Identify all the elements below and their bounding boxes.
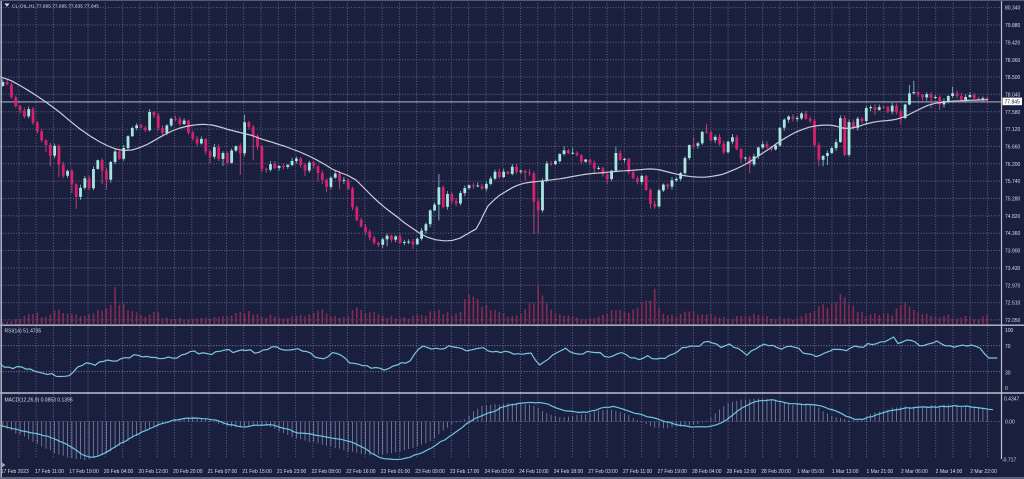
svg-text:73.900: 73.900	[1005, 249, 1021, 255]
svg-text:74.820: 74.820	[1005, 214, 1021, 220]
svg-text:0.4347: 0.4347	[1004, 397, 1020, 403]
svg-text:77.845: 77.845	[1005, 100, 1021, 106]
svg-text:70: 70	[1005, 344, 1011, 350]
svg-text:23 Feb 09:00: 23 Feb 09:00	[415, 469, 445, 475]
svg-text:27 Feb 11:00: 27 Feb 11:00	[623, 469, 652, 475]
svg-text:78.960: 78.960	[1005, 58, 1021, 64]
svg-text:20 Feb 12:00: 20 Feb 12:00	[138, 469, 168, 475]
svg-text:21 Feb 23:00: 21 Feb 23:00	[277, 469, 307, 475]
svg-text:1 Mar 13:00: 1 Mar 13:00	[832, 469, 859, 475]
svg-text:74.360: 74.360	[1005, 231, 1021, 237]
svg-text:0.00: 0.00	[1005, 420, 1015, 426]
svg-text:24 Feb 10:00: 24 Feb 10:00	[519, 469, 549, 475]
svg-text:17 Feb 11:00: 17 Feb 11:00	[35, 469, 64, 475]
svg-text:2 Mar 06:00: 2 Mar 06:00	[901, 469, 928, 475]
svg-text:28 Feb 12:00: 28 Feb 12:00	[727, 469, 757, 475]
svg-text:2 Mar 22:00: 2 Mar 22:00	[970, 469, 997, 475]
svg-text:28 Feb 04:00: 28 Feb 04:00	[692, 469, 722, 475]
svg-text:20 Feb 04:00: 20 Feb 04:00	[104, 469, 134, 475]
svg-text:20 Feb 20:00: 20 Feb 20:00	[173, 469, 203, 475]
svg-text:21 Feb 07:00: 21 Feb 07:00	[208, 469, 238, 475]
svg-text:RSI(14) 51.4735: RSI(14) 51.4735	[5, 329, 42, 335]
svg-text:72.050: 72.050	[1005, 318, 1021, 324]
svg-text:1 Mar 21:00: 1 Mar 21:00	[866, 469, 893, 475]
svg-text:77.120: 77.120	[1005, 127, 1021, 133]
svg-text:76.200: 76.200	[1005, 162, 1021, 168]
svg-text:24 Feb 02:00: 24 Feb 02:00	[484, 469, 514, 475]
svg-text:100: 100	[1005, 328, 1014, 334]
svg-text:72.510: 72.510	[1005, 301, 1021, 307]
svg-text:23 Feb 17:00: 23 Feb 17:00	[450, 469, 480, 475]
svg-text:0: 0	[1005, 386, 1008, 392]
svg-text:78.040: 78.040	[1005, 92, 1021, 98]
svg-text:27 Feb 03:00: 27 Feb 03:00	[588, 469, 618, 475]
svg-text:17 Feb 19:00: 17 Feb 19:00	[69, 469, 99, 475]
svg-text:30: 30	[1005, 371, 1011, 377]
svg-text:22 Feb 16:00: 22 Feb 16:00	[346, 469, 376, 475]
svg-text:72.970: 72.970	[1005, 283, 1021, 289]
svg-text:CL-OIL,H1 77.865 77.885 77.835: CL-OIL,H1 77.865 77.885 77.835 77.845	[12, 3, 99, 9]
svg-text:75.740: 75.740	[1005, 179, 1021, 185]
svg-text:77.580: 77.580	[1005, 110, 1021, 116]
svg-text:27 Feb 19:00: 27 Feb 19:00	[657, 469, 687, 475]
svg-text:21 Feb 15:00: 21 Feb 15:00	[242, 469, 272, 475]
svg-text:MACD(12,26,9) 0.0853 0.1396: MACD(12,26,9) 0.0853 0.1396	[5, 398, 73, 404]
svg-text:79.880: 79.880	[1005, 23, 1021, 29]
svg-text:1 Mar 05:00: 1 Mar 05:00	[797, 469, 824, 475]
svg-text:73.430: 73.430	[1005, 266, 1021, 272]
svg-text:78.500: 78.500	[1005, 75, 1021, 81]
svg-text:-0.717: -0.717	[1002, 458, 1016, 464]
svg-text:22 Feb 08:00: 22 Feb 08:00	[311, 469, 341, 475]
svg-text:2 Mar 14:00: 2 Mar 14:00	[936, 469, 963, 475]
svg-text:17 Feb 2023: 17 Feb 2023	[1, 469, 29, 475]
svg-text:79.420: 79.420	[1005, 40, 1021, 46]
svg-text:23 Feb 01:00: 23 Feb 01:00	[381, 469, 411, 475]
svg-text:80.340: 80.340	[1005, 6, 1021, 12]
svg-text:76.660: 76.660	[1005, 145, 1021, 151]
svg-text:24 Feb 18:00: 24 Feb 18:00	[554, 469, 584, 475]
svg-text:75.280: 75.280	[1005, 197, 1021, 203]
svg-text:28 Feb 20:00: 28 Feb 20:00	[761, 469, 791, 475]
